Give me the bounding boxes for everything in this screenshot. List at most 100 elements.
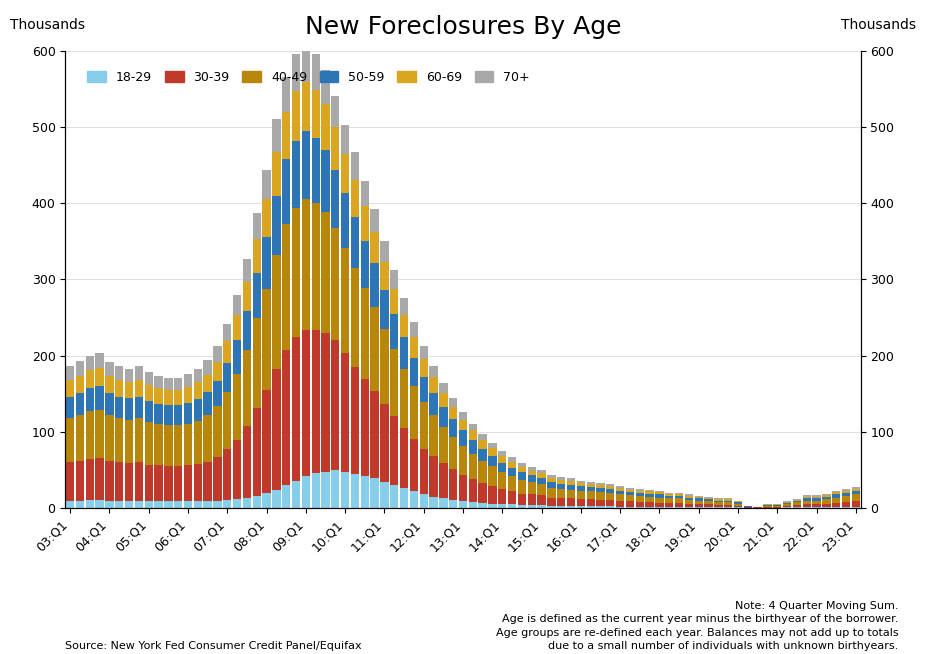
Bar <box>596 506 605 508</box>
Bar <box>508 457 517 462</box>
Bar <box>458 420 468 430</box>
Bar <box>528 505 536 508</box>
Bar <box>332 169 340 228</box>
Bar <box>184 403 193 424</box>
Bar <box>204 392 212 415</box>
Bar <box>714 500 722 502</box>
Bar <box>675 494 683 496</box>
Bar <box>479 461 487 483</box>
Bar <box>381 329 389 404</box>
Bar <box>733 500 742 502</box>
Bar <box>164 425 172 466</box>
Bar <box>773 505 782 506</box>
Bar <box>518 494 526 505</box>
Bar <box>106 362 114 375</box>
Bar <box>430 377 438 393</box>
Bar <box>665 498 673 503</box>
Bar <box>537 473 545 477</box>
Bar <box>184 387 193 403</box>
Bar <box>253 273 261 318</box>
Bar <box>567 490 575 498</box>
Bar <box>370 232 379 264</box>
Bar <box>675 496 683 498</box>
Bar <box>292 208 300 337</box>
Bar <box>85 370 94 388</box>
Bar <box>537 470 545 473</box>
Bar <box>66 366 74 380</box>
Bar <box>194 369 202 383</box>
Bar <box>370 390 379 479</box>
Bar <box>567 485 575 490</box>
Bar <box>419 449 428 494</box>
Bar <box>518 480 526 494</box>
Bar <box>724 502 732 505</box>
Bar <box>488 448 496 456</box>
Bar <box>439 463 447 498</box>
Bar <box>95 458 104 500</box>
Bar <box>144 373 153 385</box>
Bar <box>744 507 752 508</box>
Bar <box>488 486 496 504</box>
Bar <box>360 181 369 206</box>
Bar <box>272 152 281 196</box>
Bar <box>292 481 300 508</box>
Bar <box>607 506 615 508</box>
Bar <box>66 380 74 397</box>
Bar <box>665 496 673 498</box>
Bar <box>488 456 496 466</box>
Bar <box>439 407 447 426</box>
Bar <box>733 502 742 504</box>
Bar <box>656 490 664 492</box>
Bar <box>528 471 536 475</box>
Bar <box>341 125 349 154</box>
Bar <box>302 131 310 199</box>
Bar <box>449 419 457 436</box>
Bar <box>115 397 123 418</box>
Bar <box>645 502 654 507</box>
Bar <box>586 491 594 499</box>
Bar <box>381 404 389 481</box>
Bar <box>262 493 270 508</box>
Bar <box>302 476 310 508</box>
Bar <box>724 505 732 508</box>
Bar <box>645 490 654 491</box>
Bar <box>782 506 792 508</box>
Bar <box>596 492 605 500</box>
Bar <box>458 430 468 445</box>
Bar <box>282 77 291 112</box>
Bar <box>292 54 300 91</box>
Bar <box>684 504 693 508</box>
Bar <box>134 418 144 462</box>
Bar <box>439 393 447 407</box>
Bar <box>243 311 251 350</box>
Bar <box>626 495 634 502</box>
Bar <box>332 470 340 508</box>
Bar <box>233 296 242 315</box>
Bar <box>812 495 820 497</box>
Bar <box>351 367 359 474</box>
Bar <box>194 502 202 508</box>
Bar <box>184 502 193 508</box>
Bar <box>793 505 801 508</box>
Bar <box>656 498 664 503</box>
Bar <box>321 71 330 104</box>
Bar <box>577 499 585 506</box>
Bar <box>479 503 487 508</box>
Bar <box>194 399 202 421</box>
Bar <box>675 498 683 503</box>
Bar <box>134 500 144 508</box>
Bar <box>469 430 477 440</box>
Bar <box>596 485 605 489</box>
Bar <box>803 497 811 498</box>
Bar <box>66 500 74 508</box>
Bar <box>694 497 703 498</box>
Bar <box>262 288 270 390</box>
Bar <box>675 507 683 508</box>
Bar <box>409 491 418 508</box>
Bar <box>381 290 389 329</box>
Bar <box>852 487 860 489</box>
Bar <box>341 472 349 508</box>
Bar <box>852 491 860 494</box>
Bar <box>626 490 634 492</box>
Bar <box>508 462 517 468</box>
